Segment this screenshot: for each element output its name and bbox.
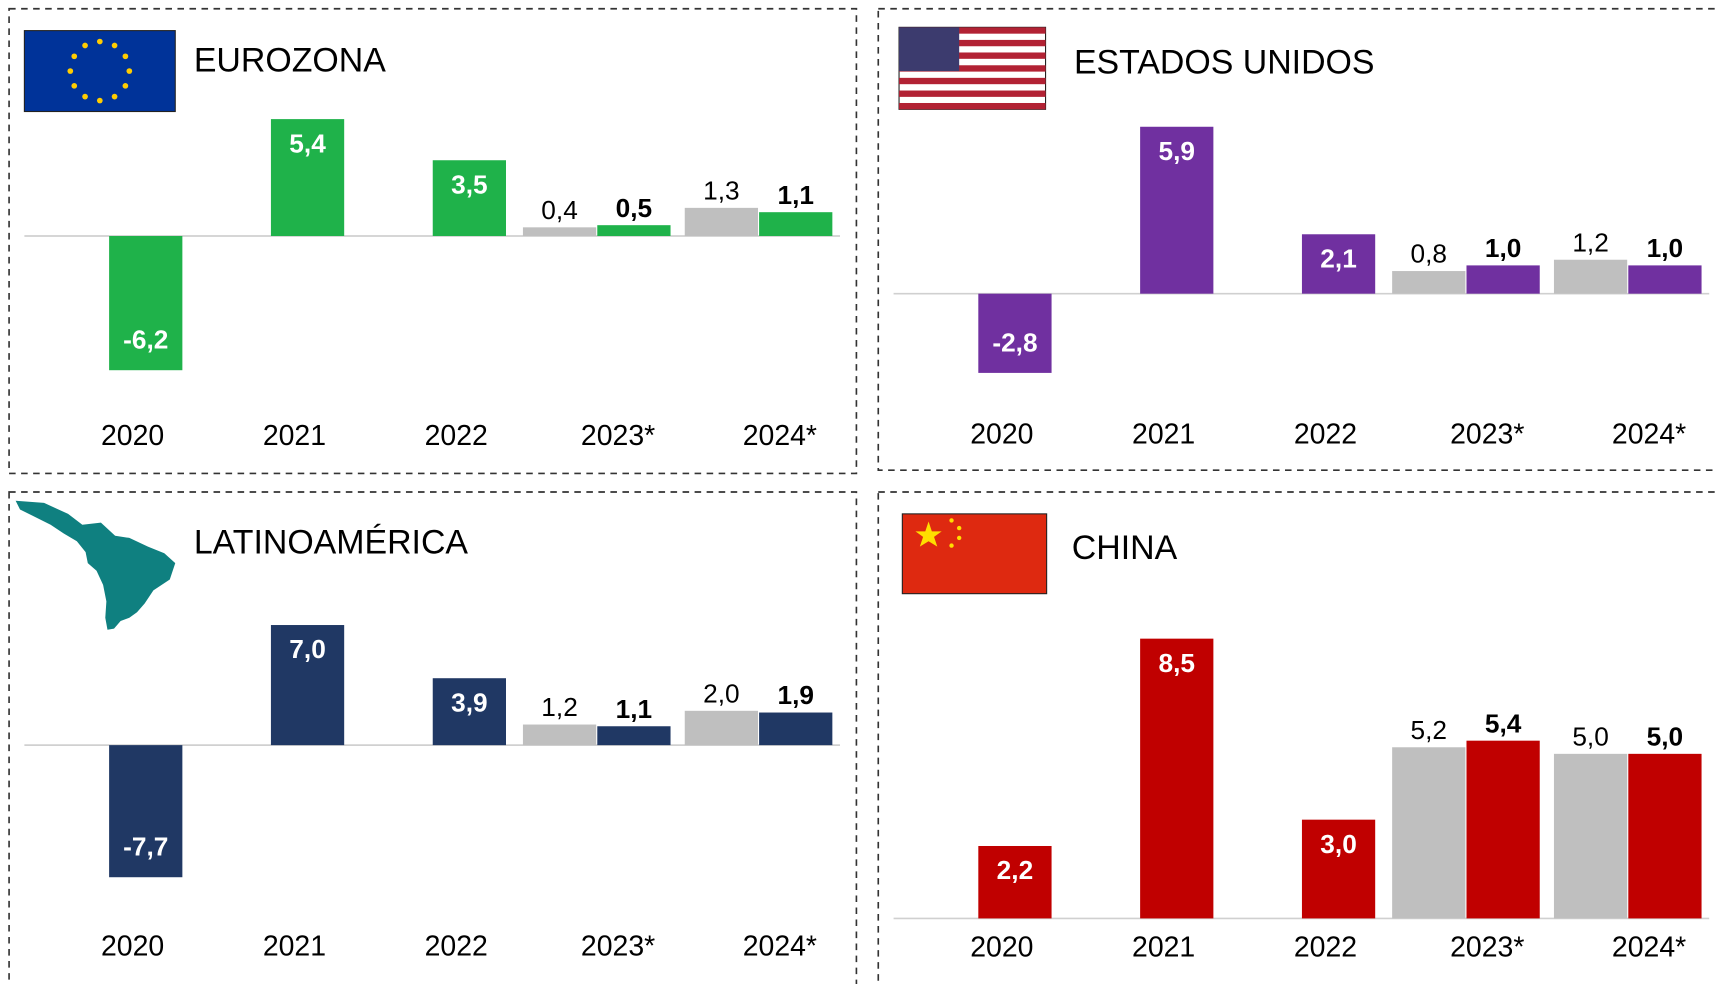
chart-title: EUROZONA — [194, 41, 386, 79]
x-tick-label: 2020 — [970, 932, 1033, 964]
x-tick-label: 2021 — [1132, 932, 1195, 964]
bar — [109, 745, 183, 878]
bar — [109, 235, 183, 371]
chart-title: LATINOAMÉRICA — [194, 523, 469, 561]
bar — [1466, 740, 1540, 919]
x-tick-label: 2022 — [425, 930, 488, 962]
bar — [1466, 265, 1540, 294]
panel-border — [877, 7, 1715, 471]
china-flag — [901, 513, 1048, 595]
bar — [1628, 753, 1702, 919]
x-tick-label: 2020 — [101, 930, 164, 962]
bar — [1140, 638, 1214, 919]
x-tick-label: 2022 — [1294, 932, 1357, 964]
x-tick-label: 2024* — [1612, 932, 1686, 964]
x-tick-label: 2022 — [1294, 419, 1357, 451]
us-flag — [898, 26, 1047, 110]
bar — [522, 227, 597, 236]
value-label: 0,8 — [1411, 239, 1447, 269]
x-tick-label: 2023* — [1450, 932, 1524, 964]
bar — [432, 160, 506, 236]
bar — [1301, 234, 1376, 294]
latam-map — [15, 500, 176, 630]
bar — [1553, 753, 1628, 919]
bar — [759, 712, 833, 746]
bar — [597, 726, 671, 746]
value-label: -7,7 — [123, 832, 168, 862]
x-tick-label: 2023* — [581, 420, 655, 452]
value-label: 3,0 — [1320, 829, 1356, 859]
value-label: 5,4 — [1485, 708, 1522, 738]
value-label: 5,4 — [289, 128, 326, 158]
value-label: -2,8 — [992, 327, 1037, 357]
value-label: 1,1 — [616, 694, 652, 724]
value-label: 5,2 — [1411, 715, 1447, 745]
value-label: 5,9 — [1159, 136, 1195, 166]
value-label: 3,9 — [451, 687, 487, 717]
x-tick-label: 2023* — [581, 930, 655, 962]
x-tick-label: 2023* — [1450, 419, 1524, 451]
bar — [522, 724, 597, 746]
bar — [270, 625, 345, 746]
panel-border — [8, 7, 858, 475]
bar — [759, 212, 833, 236]
value-label: 1,1 — [777, 180, 813, 210]
x-tick-label: 2024* — [743, 930, 817, 962]
value-label: 2,0 — [703, 678, 739, 708]
bar — [597, 225, 671, 236]
x-tick-label: 2021 — [1132, 419, 1195, 451]
bar — [684, 710, 759, 746]
value-label: 2,1 — [1320, 243, 1356, 273]
value-label: -6,2 — [123, 325, 168, 355]
value-label: 7,0 — [289, 634, 325, 664]
value-label: 0,5 — [616, 193, 652, 223]
bar — [1301, 819, 1376, 919]
value-label: 1,0 — [1647, 233, 1683, 263]
bar — [1392, 271, 1466, 294]
value-label: 2,2 — [997, 855, 1033, 885]
bar — [1628, 265, 1702, 294]
panel-border — [877, 491, 1715, 984]
value-label: 3,5 — [451, 169, 487, 199]
value-label: 1,2 — [541, 692, 577, 722]
x-tick-label: 2024* — [743, 420, 817, 452]
bar — [270, 119, 345, 236]
value-label: 8,5 — [1159, 648, 1195, 678]
bar — [1392, 747, 1466, 919]
value-label: 1,2 — [1572, 227, 1608, 257]
x-tick-label: 2022 — [425, 420, 488, 452]
chart-title: CHINA — [1072, 529, 1178, 567]
x-tick-label: 2021 — [263, 420, 326, 452]
value-label: 1,0 — [1485, 233, 1521, 263]
bar — [978, 845, 1052, 919]
value-label: 1,3 — [703, 175, 739, 205]
x-tick-label: 2020 — [101, 420, 164, 452]
bar — [684, 207, 759, 236]
value-label: 0,4 — [541, 195, 577, 225]
value-label: 5,0 — [1647, 721, 1683, 751]
x-tick-label: 2021 — [263, 930, 326, 962]
value-label: 5,0 — [1572, 721, 1608, 751]
bar — [1140, 126, 1214, 294]
bar — [978, 293, 1052, 373]
panel-border — [8, 491, 858, 984]
bar — [432, 678, 506, 746]
chart-title: ESTADOS UNIDOS — [1074, 43, 1375, 81]
bar — [1553, 259, 1628, 294]
x-tick-label: 2020 — [970, 419, 1033, 451]
value-label: 1,9 — [777, 680, 813, 710]
eu-flag — [23, 30, 176, 113]
x-tick-label: 2024* — [1612, 419, 1686, 451]
